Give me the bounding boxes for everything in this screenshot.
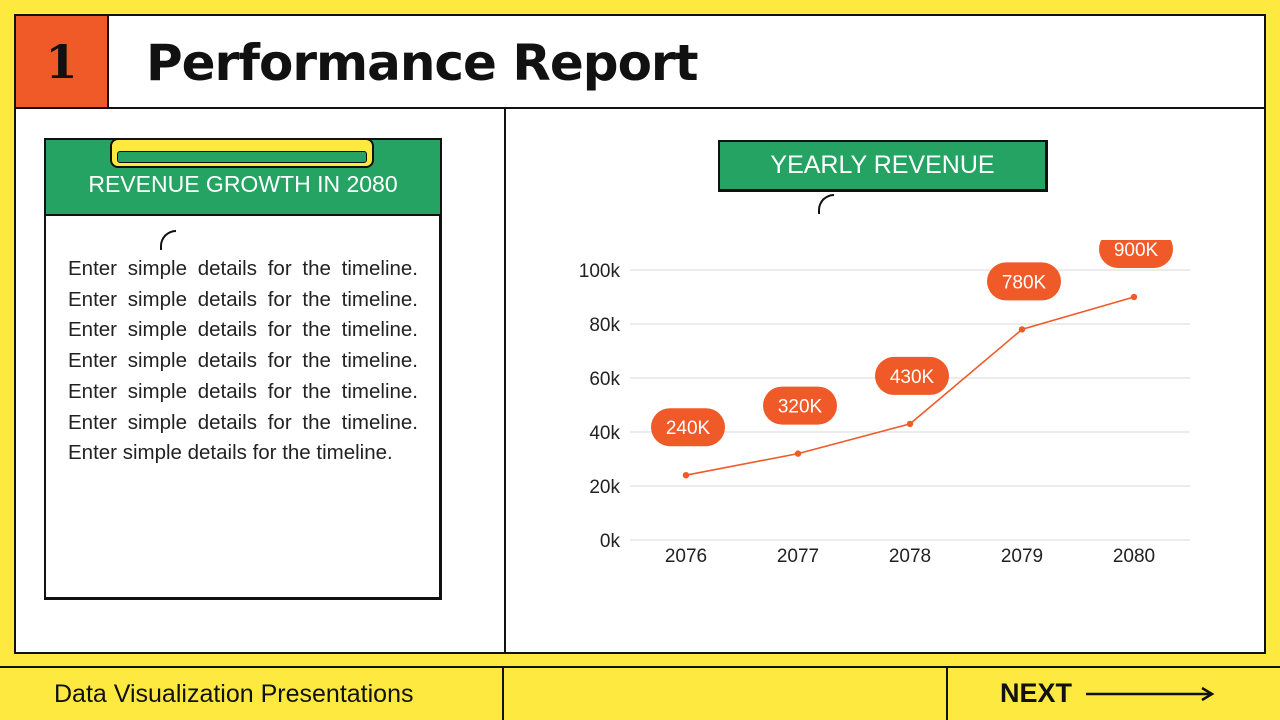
y-tick-label: 0k [600,531,621,552]
clipboard-clip-icon [110,138,374,168]
x-tick-label: 2079 [1001,546,1043,567]
x-tick-label: 2076 [665,546,707,567]
svg-text:430K: 430K [890,367,935,388]
next-button[interactable]: NEXT [1000,678,1073,708]
chart-gridlines [630,269,1190,541]
svg-text:320K: 320K [778,397,823,418]
chart-x-ticks: 2076 2077 2078 2079 2080 [665,546,1155,567]
data-label: 780K [987,262,1061,301]
x-tick-label: 2078 [889,546,931,567]
y-tick-label: 80k [589,315,620,336]
data-label: 320K [763,386,837,425]
footer: Data Visualization Presentations NEXT [0,666,1280,720]
svg-text:900K: 900K [1114,240,1159,261]
data-point [682,472,690,479]
footer-divider [502,668,504,720]
footer-divider [946,668,948,720]
data-point [1130,293,1138,301]
arrow-right-icon[interactable] [1086,686,1216,702]
footer-text: Data Visualization Presentations [54,680,414,708]
svg-text:240K: 240K [666,418,711,439]
chart-title: YEARLY REVENUE [718,140,1048,192]
x-tick-label: 2080 [1113,546,1155,567]
y-tick-label: 40k [589,423,620,444]
x-tick-label: 2077 [777,546,819,567]
revenue-growth-card: REVENUE GROWTH IN 2080 Enter simple deta… [44,138,442,600]
card-body-text: Enter simple details for the timeline. E… [68,257,418,465]
speech-tail-icon [160,230,176,250]
data-label: 900K [1099,240,1173,268]
svg-text:780K: 780K [1002,272,1047,293]
chart-y-ticks: 0k 20k 40k 60k 80k 100k [579,261,621,552]
y-tick-label: 20k [589,477,620,498]
header: 1 Performance Report [16,16,1264,109]
speech-tail-icon [818,194,834,214]
data-point [906,420,914,428]
y-tick-label: 100k [579,261,621,282]
data-point [1018,326,1026,333]
chart-points [682,293,1138,479]
chart-data-labels: 240K 320K 430K 780K 900K [651,240,1173,447]
data-point [794,450,802,457]
data-label: 430K [875,356,949,395]
column-divider [504,109,506,654]
slide-number-badge: 1 [16,16,109,107]
y-tick-label: 60k [589,369,620,390]
page-title: Performance Report [146,34,698,92]
data-label: 240K [651,408,725,447]
